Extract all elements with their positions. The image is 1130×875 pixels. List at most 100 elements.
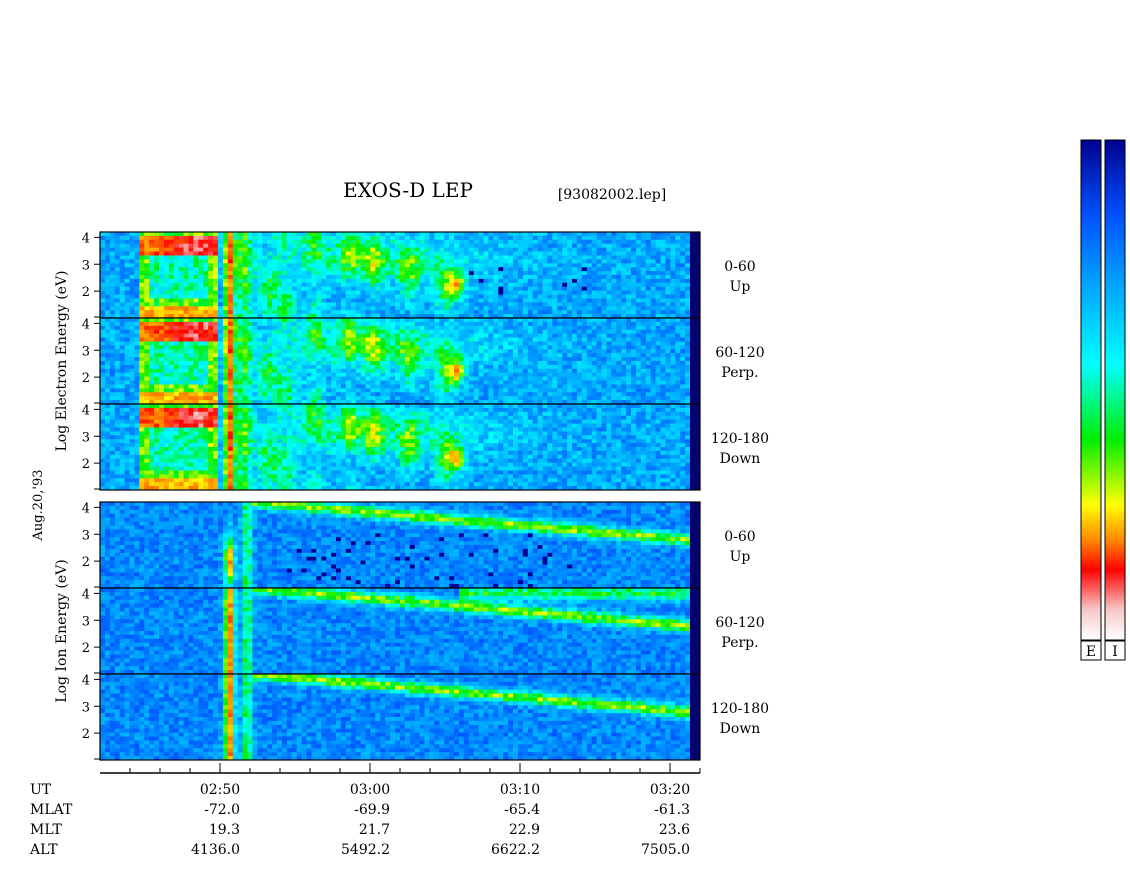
spectrogram-cell (572, 380, 578, 385)
spectrogram-cell (218, 357, 224, 362)
spectrogram-cell (134, 271, 140, 276)
spectrogram-cell (242, 388, 248, 393)
spectrogram-cell (601, 333, 607, 338)
spectrogram-cell (232, 376, 239, 381)
spectrogram-cell (601, 376, 607, 381)
spectrogram-cell (355, 333, 361, 338)
spectrogram-cell (463, 388, 470, 393)
spectrogram-cell (547, 368, 553, 374)
spectrogram-cell (576, 372, 583, 377)
spectrogram-cell (188, 396, 194, 401)
spectrogram-cell (650, 282, 656, 288)
spectrogram-cell (350, 361, 357, 366)
spectrogram-cell (316, 361, 322, 366)
spectrogram-cell (306, 396, 312, 401)
spectrogram-cell (380, 337, 386, 342)
spectrogram-cell (109, 278, 116, 284)
spectrogram-cell (503, 321, 509, 327)
spectrogram-cell (213, 392, 219, 397)
spectrogram-cell (385, 392, 391, 397)
spectrogram-cell (237, 321, 243, 327)
spectrogram-cell (680, 314, 686, 319)
spectrogram-cell (114, 349, 121, 354)
spectrogram-cell (129, 364, 135, 370)
spectrogram-cell (454, 321, 460, 327)
spectrogram-cell (252, 306, 258, 311)
spectrogram-cell (134, 329, 140, 334)
spectrogram-cell (203, 364, 209, 370)
spectrogram-cell (503, 243, 509, 248)
spectrogram-cell (173, 361, 180, 366)
spectrogram-cell (262, 290, 268, 295)
spectrogram-cell (547, 310, 553, 315)
spectrogram-cell (345, 325, 352, 331)
spectrogram-cell (468, 376, 475, 381)
spectrogram-cell (247, 400, 253, 405)
spectrogram-cell (547, 318, 553, 323)
spectrogram-cell (159, 232, 165, 237)
spectrogram-cell (665, 251, 671, 256)
spectrogram-cell (296, 376, 302, 381)
spectrogram-cell (508, 243, 514, 248)
spectrogram-cell (247, 263, 253, 268)
spectrogram-cell (419, 368, 425, 374)
spectrogram-cell (178, 243, 184, 248)
spectrogram-cell (665, 267, 671, 272)
spectrogram-cell (399, 368, 406, 374)
spectrogram-cell (149, 329, 155, 334)
spectrogram-cell (675, 251, 681, 256)
spectrogram-cell (409, 247, 416, 252)
spectrogram-cell (242, 361, 248, 366)
spectrogram-cell (173, 325, 180, 331)
spectrogram-cell (331, 243, 337, 248)
spectrogram-cell (478, 392, 484, 397)
spectrogram-cell (493, 290, 499, 295)
spectrogram-cell (198, 286, 204, 291)
spectrogram-cell (129, 353, 135, 358)
spectrogram-cell (591, 384, 597, 389)
spectrogram-cell (114, 345, 121, 350)
spectrogram-cell (232, 235, 239, 241)
spectrogram-cell (173, 239, 180, 245)
spectrogram-cell (409, 239, 416, 245)
spectrogram-cell (424, 400, 430, 405)
spectrogram-cell (154, 376, 160, 381)
spectrogram-cell (414, 384, 420, 389)
spectrogram-cell (429, 286, 435, 291)
spectrogram-cell (631, 267, 637, 272)
spectrogram-cell (345, 349, 352, 354)
spectrogram-cell (498, 337, 504, 342)
spectrogram-cell (144, 302, 150, 307)
spectrogram-cell (473, 380, 479, 385)
spectrogram-cell (272, 267, 278, 272)
spectrogram-cell (247, 282, 253, 288)
spectrogram-cell (109, 380, 116, 385)
spectrogram-cell (404, 341, 411, 346)
spectrogram-cell (601, 396, 607, 401)
spectrogram-cell (296, 333, 302, 338)
spectrogram-cell (444, 388, 450, 393)
spectrogram-cell (100, 286, 106, 291)
spectrogram-cell (291, 255, 298, 260)
spectrogram-cell (139, 380, 145, 385)
spectrogram-cell (542, 392, 548, 397)
spectrogram-cell (399, 392, 406, 397)
spectrogram-cell (306, 298, 312, 303)
spectrogram-cell (395, 294, 401, 299)
spectrogram-cell (468, 243, 475, 248)
spectrogram-cell (277, 263, 283, 268)
spectrogram-cell (675, 243, 681, 248)
spectrogram-cell (498, 361, 504, 366)
spectrogram-cell (203, 290, 209, 295)
spectrogram-cell (109, 372, 116, 377)
spectrogram-cell (370, 376, 376, 381)
spectrogram-cell (124, 400, 130, 405)
spectrogram-cell (547, 353, 553, 358)
spectrogram-cell (247, 294, 253, 299)
spectrogram-cell (449, 392, 455, 397)
spectrogram-cell (311, 298, 317, 303)
spectrogram-cell (370, 314, 376, 319)
spectrogram-cell (134, 243, 140, 248)
spectrogram-cell (586, 325, 593, 331)
spectrogram-cell (183, 353, 189, 358)
